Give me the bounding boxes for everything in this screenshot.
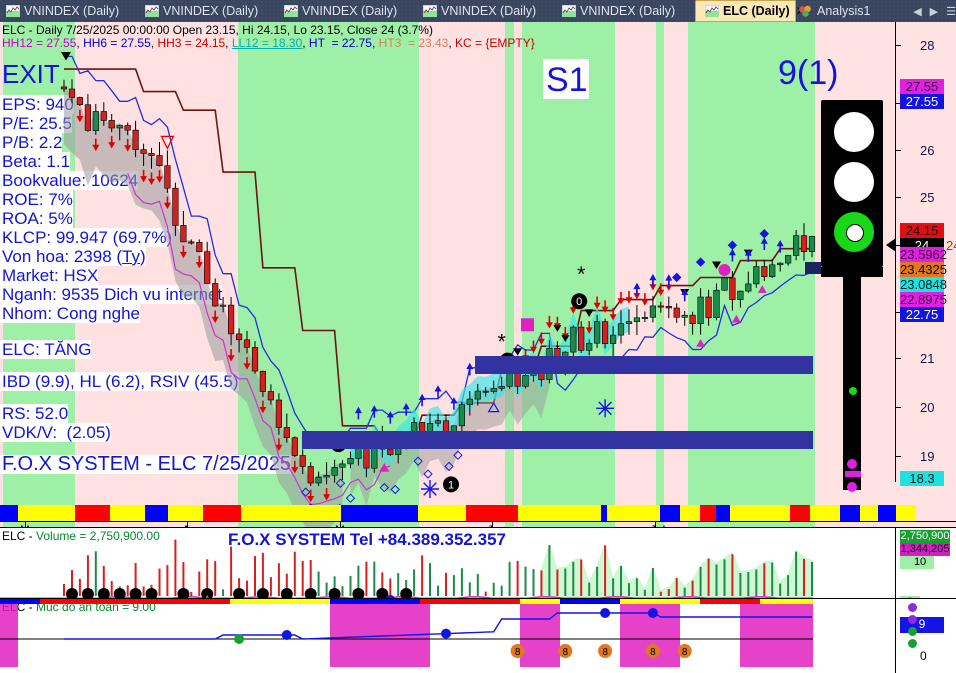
svg-text:8: 8 bbox=[682, 647, 688, 658]
svg-text:*: * bbox=[577, 261, 586, 286]
svg-text:8: 8 bbox=[650, 647, 656, 658]
svg-text:8: 8 bbox=[515, 647, 521, 658]
svg-text:8: 8 bbox=[563, 647, 569, 658]
svg-text:1: 1 bbox=[448, 479, 454, 491]
svg-text:8: 8 bbox=[602, 647, 608, 658]
svg-text:*: * bbox=[497, 329, 506, 354]
svg-text:0: 0 bbox=[576, 296, 582, 308]
